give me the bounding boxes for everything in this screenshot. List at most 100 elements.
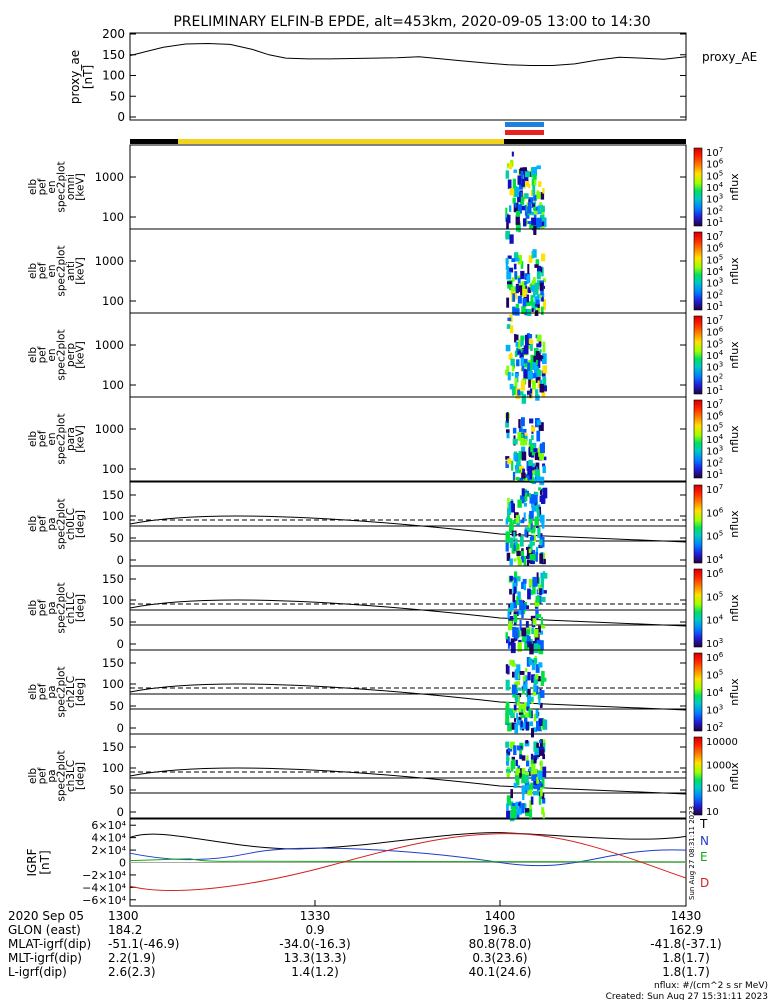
x-row-value: 184.2	[108, 923, 142, 937]
spectrogram-cell	[537, 304, 540, 308]
spectrogram-cell	[531, 280, 535, 285]
x-row-value: -51.1(-46.9)	[108, 937, 179, 951]
spectrogram-cell	[541, 625, 546, 629]
colorbar-tick-label: 105	[706, 169, 723, 182]
colorbar-tick-label: 105	[706, 530, 723, 543]
spectrogram-cell	[515, 695, 519, 703]
spectrogram-cell	[509, 205, 512, 212]
spectrogram-cell	[530, 763, 535, 775]
spectrogram-cell	[541, 293, 545, 298]
spectrogram-cell	[532, 640, 537, 645]
colorbar-tick-label: 106	[706, 158, 724, 171]
spectrogram-cell	[530, 535, 535, 541]
spectrogram-cell	[542, 385, 547, 392]
x-row-value: 1330	[300, 909, 331, 923]
colorbar-tick-label: 107	[706, 483, 723, 496]
spectrogram-cell	[527, 263, 530, 275]
spectrogram-ylabel: [keV]	[75, 425, 87, 453]
colorbar-label: nflux	[728, 257, 741, 285]
spectrogram-cell	[512, 592, 516, 603]
spectrogram-cell	[542, 278, 546, 283]
spectrogram-cell	[521, 767, 526, 774]
spectrogram-cell	[524, 492, 528, 502]
spectrogram-cell	[517, 277, 521, 289]
spectrogram-cell	[533, 174, 537, 180]
spectrogram-cell	[533, 785, 538, 790]
spectrogram-cell	[518, 169, 522, 180]
spectrogram-cell	[528, 255, 533, 263]
spectrogram-cell	[521, 638, 525, 642]
spectrogram-ytick-label: 100	[102, 677, 124, 691]
spectrogram-ylabel: elb	[27, 684, 39, 700]
spectrogram-cell	[516, 596, 519, 606]
spectrogram-ylabel: en	[46, 264, 58, 277]
colorbar-tick-label: 104	[706, 349, 724, 362]
colorbar-tick-label: 103	[706, 361, 723, 374]
spectrogram-cell	[529, 418, 534, 424]
spectrogram-cell	[532, 463, 535, 468]
spectrogram-cell	[522, 578, 527, 584]
spectrogram-cell	[535, 389, 539, 397]
spectrogram-cell	[516, 275, 521, 280]
spectrogram-cell	[520, 720, 523, 728]
spectrogram-cell	[507, 722, 512, 732]
spectrogram-cell	[529, 222, 534, 230]
spectrogram-cell	[540, 678, 544, 686]
x-row-value: -34.0(-16.3)	[279, 937, 350, 951]
spectrogram-cell	[507, 624, 513, 631]
spectrogram-cell	[515, 187, 520, 197]
spectrogram-cell	[534, 289, 539, 295]
spectrogram-cell	[511, 544, 515, 554]
spectrogram-cell	[525, 712, 530, 718]
status-bar-red	[505, 130, 544, 135]
spectrogram-cell	[506, 413, 509, 422]
spectrogram-cell	[520, 336, 524, 346]
spectrogram-cell	[505, 664, 509, 674]
spectrogram-cell	[507, 372, 511, 381]
spectrogram-cell	[538, 181, 542, 187]
spectrogram-cell	[532, 470, 537, 476]
spectrogram-ylabel: [deg]	[75, 510, 87, 538]
spectrogram-ytick-label: 1000	[95, 422, 124, 436]
spectrogram-cell	[531, 549, 536, 558]
spectrogram-ylabel: elb	[27, 768, 39, 784]
status-bar-blue	[505, 122, 544, 127]
spectrogram-cell	[541, 777, 545, 789]
spectrogram-cell	[511, 258, 516, 263]
spectrogram-cell	[537, 527, 541, 538]
spectrogram-cell	[510, 325, 514, 334]
spectrogram-ytick-label: 100	[102, 761, 124, 775]
spectrogram-ylabel: [keV]	[75, 173, 87, 201]
spectrogram-cell	[536, 720, 541, 731]
status-bar-black-right	[504, 139, 686, 144]
spectrogram-cell	[513, 531, 516, 541]
spectrogram-cell	[541, 370, 546, 377]
units-note: nflux: #/(cm^2 s sr MeV)	[654, 981, 768, 991]
spectrogram-cell	[522, 428, 527, 433]
spectrogram-cell	[524, 774, 529, 784]
spectrogram-cell	[505, 632, 508, 640]
spectrogram-cell	[528, 768, 531, 776]
spectrogram-cell	[512, 671, 515, 678]
spectrogram-cell	[506, 429, 510, 433]
spectrogram-cell	[519, 619, 522, 631]
spectrogram-cell	[507, 458, 512, 465]
spectrogram-cell	[510, 789, 513, 799]
colorbar-tick-label: 103	[706, 445, 723, 458]
spectrogram-ylabel: ch2LC	[65, 676, 77, 708]
spectrogram-cell	[509, 234, 514, 244]
spectrogram-cell	[518, 711, 524, 716]
spectrogram-cell	[541, 596, 546, 602]
colorbar-tick-label: 103	[706, 637, 723, 650]
spectrogram-cell	[518, 802, 521, 806]
spectrogram-cell	[530, 542, 535, 546]
spectrogram-cell	[542, 341, 546, 353]
spectrogram-cell	[521, 550, 524, 557]
spectrogram-cell	[514, 378, 518, 387]
spectrogram-cell	[520, 714, 526, 718]
spectrogram-cell	[529, 394, 532, 398]
spectrogram-cell	[520, 496, 525, 504]
spectrogram-cell	[536, 271, 541, 280]
spectrogram-cell	[538, 718, 544, 726]
